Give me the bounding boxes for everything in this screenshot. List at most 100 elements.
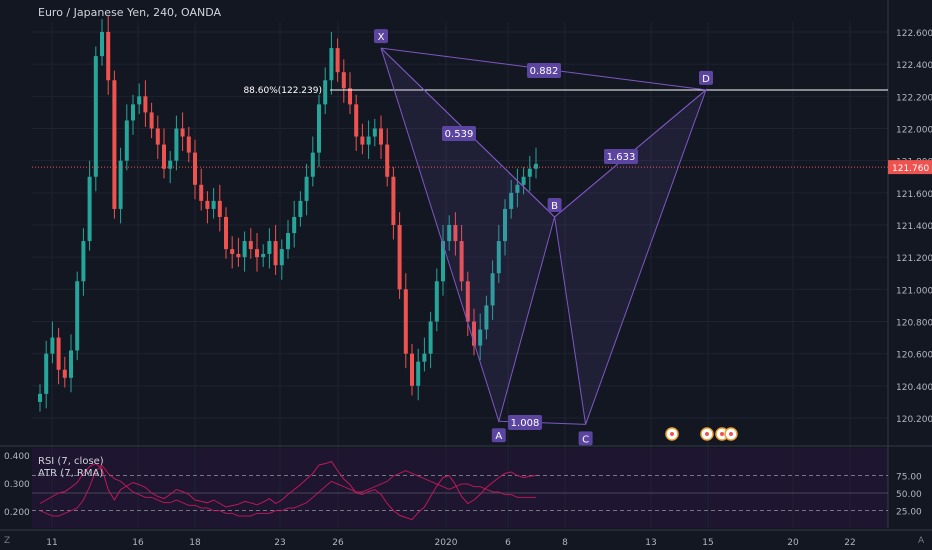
- candle-body: [286, 233, 290, 250]
- y-tick-label: 121.000: [896, 286, 932, 296]
- x-tick-label: 2020: [435, 538, 458, 548]
- y-tick-label: 121.200: [896, 254, 932, 264]
- candle-body: [348, 88, 352, 105]
- pattern-ratio-badge: [527, 63, 561, 78]
- candle-body: [379, 128, 383, 145]
- y-tick-label: 120.400: [896, 383, 932, 393]
- corner-right-label: A: [918, 536, 925, 546]
- candle-body: [515, 184, 520, 193]
- event-marker-dot: [720, 432, 724, 436]
- candle-body: [416, 361, 421, 386]
- pattern-point-label: B: [551, 201, 558, 212]
- candle-body: [391, 176, 396, 225]
- x-tick-label: 22: [844, 538, 855, 548]
- candle-body: [310, 152, 315, 177]
- y-tick-label: 121.400: [896, 222, 932, 232]
- rsi-label: RSI (7, close): [38, 456, 104, 467]
- candle-body: [472, 321, 476, 346]
- candle-body: [87, 176, 92, 242]
- candle-body: [255, 249, 259, 258]
- candle-body: [465, 281, 470, 322]
- pattern-ratio-badge: [508, 415, 542, 430]
- candle-body: [521, 176, 526, 185]
- candle-body: [69, 350, 73, 378]
- pattern-point-badge: [547, 197, 562, 212]
- pattern-point-label: D: [702, 74, 710, 85]
- pattern-ratio-label: 0.539: [445, 129, 474, 140]
- candle-body: [44, 353, 49, 394]
- y-tick-label: 122.000: [896, 126, 932, 136]
- pattern-point-label: X: [378, 32, 385, 43]
- candle-body: [168, 160, 173, 169]
- x-tick-label: 20: [787, 538, 799, 548]
- candle-body: [292, 216, 297, 234]
- pattern-ratio-label: 1.008: [511, 418, 540, 429]
- x-tick-label: 13: [645, 538, 656, 548]
- candle-body: [137, 96, 142, 105]
- candle-body: [205, 200, 210, 209]
- y-tick-label: 122.200: [896, 93, 932, 103]
- x-tick-label: 6: [505, 538, 511, 548]
- candle-body: [434, 281, 439, 322]
- candle-body: [174, 128, 179, 161]
- candle-body: [186, 136, 191, 153]
- candle-body: [397, 225, 402, 290]
- candle-body: [248, 241, 253, 250]
- event-marker-dot: [670, 432, 674, 436]
- candle-body: [410, 353, 414, 386]
- candle-body: [459, 241, 464, 282]
- x-tick-label: 16: [132, 538, 144, 548]
- candle-body: [490, 273, 495, 306]
- candle-body: [273, 241, 278, 266]
- candle-body: [112, 80, 117, 209]
- candle-body: [211, 200, 216, 209]
- candle-body: [534, 163, 538, 169]
- candle-body: [162, 144, 166, 169]
- candle-body: [143, 96, 148, 113]
- y-tick-label: 122.600: [896, 29, 932, 39]
- x-tick-label: 11: [46, 538, 57, 548]
- candle-body: [242, 241, 247, 258]
- fib-level-label: 88.60%(122.239): [243, 86, 322, 96]
- pattern-ratio-badge: [442, 126, 476, 141]
- candle-body: [224, 216, 228, 250]
- candle-body: [341, 72, 346, 89]
- corner-left-label: Z: [4, 536, 11, 546]
- atr-line: [39, 464, 536, 517]
- candle-body: [124, 120, 129, 161]
- rsi-line: [39, 460, 537, 521]
- candle-body: [453, 225, 458, 242]
- y-tick-label: 120.600: [896, 351, 932, 361]
- candle-body: [422, 353, 427, 362]
- candle-body: [62, 369, 67, 378]
- candle-body: [496, 241, 501, 274]
- rsi-tick-label: 50.00: [896, 490, 922, 500]
- candle-body: [38, 393, 42, 402]
- y-tick-label: 121.600: [896, 190, 932, 200]
- candle-body: [236, 253, 241, 258]
- pattern-ratio-badge: [604, 149, 638, 164]
- rsi-tick-label: 75.00: [896, 473, 922, 483]
- x-tick-label: 15: [702, 538, 713, 548]
- candle-body: [329, 48, 334, 81]
- candle-body: [75, 281, 80, 351]
- candle-body: [131, 104, 135, 121]
- candle-body: [335, 48, 340, 73]
- y-tick-label: 122.400: [896, 61, 932, 71]
- pattern-point-label: C: [582, 434, 589, 445]
- pattern-point-badge: [374, 29, 388, 44]
- candle-body: [56, 337, 61, 370]
- symbol-title: Euro / Japanese Yen, 240, OANDA: [38, 6, 222, 19]
- candle-body: [317, 104, 321, 153]
- candle-body: [366, 136, 371, 145]
- pattern-ratio-label: 1.633: [607, 152, 636, 163]
- candle-body: [385, 144, 390, 177]
- candle-body: [217, 200, 222, 217]
- candle-body: [447, 225, 452, 242]
- candle-body: [323, 80, 328, 105]
- x-tick-label: 26: [332, 538, 344, 548]
- pattern-point-badge: [699, 70, 713, 85]
- candle-body: [484, 305, 489, 330]
- candle-body: [478, 329, 483, 346]
